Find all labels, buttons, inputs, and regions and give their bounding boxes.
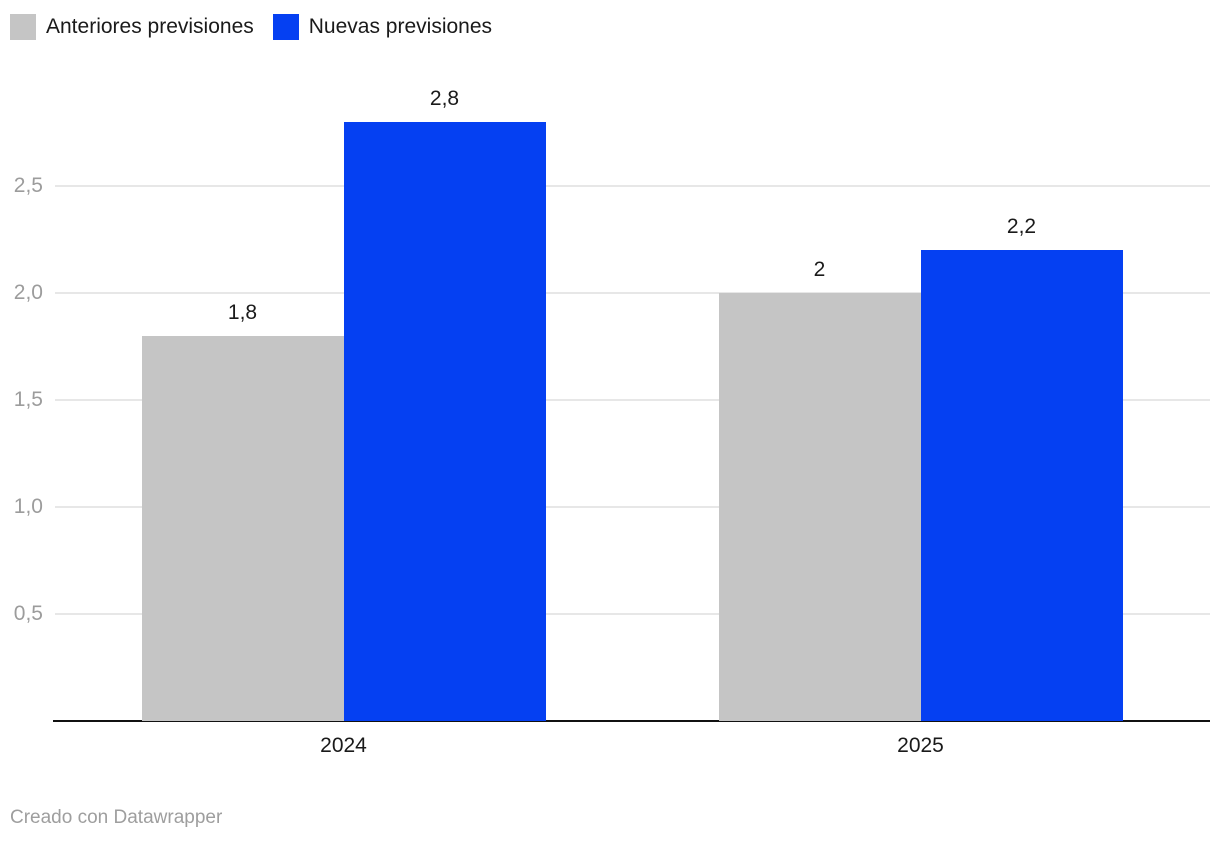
y-axis-tick-label: 1,0 (13, 495, 43, 518)
y-axis-tick-label: 0,5 (13, 602, 43, 625)
legend-label: Anteriores previsiones (46, 15, 254, 38)
gridline (55, 185, 1210, 187)
bar-value-label: 1,8 (227, 300, 258, 324)
bar (343, 121, 546, 721)
gridline (55, 292, 1210, 294)
x-axis-label: 2025 (897, 734, 944, 757)
bar-value-label: 2,2 (1006, 215, 1037, 239)
gridline (55, 399, 1210, 401)
legend-item: Anteriores previsiones (10, 13, 254, 41)
y-axis-tick-label: 1,5 (13, 388, 43, 411)
legend-swatch (10, 14, 36, 40)
gridline (55, 506, 1210, 508)
legend-item: Nuevas previsiones (272, 13, 493, 41)
legend-swatch (272, 14, 299, 40)
gridline (55, 613, 1210, 615)
bar (718, 293, 921, 721)
legend: Anteriores previsiones Nuevas previsiones (10, 13, 492, 41)
bar (920, 250, 1123, 721)
bar-value-label: 2,8 (429, 86, 460, 110)
x-axis-line (53, 720, 1210, 722)
legend-label: Nuevas previsiones (308, 15, 493, 38)
y-axis-tick-label: 2,0 (13, 281, 43, 304)
y-axis-tick-label: 2,5 (13, 174, 43, 197)
x-axis-label: 2024 (320, 734, 367, 757)
bar (141, 335, 344, 721)
bar-value-label: 2 (813, 258, 826, 281)
datawrapper-attribution-link[interactable]: Creado con Datawrapper (10, 807, 223, 828)
